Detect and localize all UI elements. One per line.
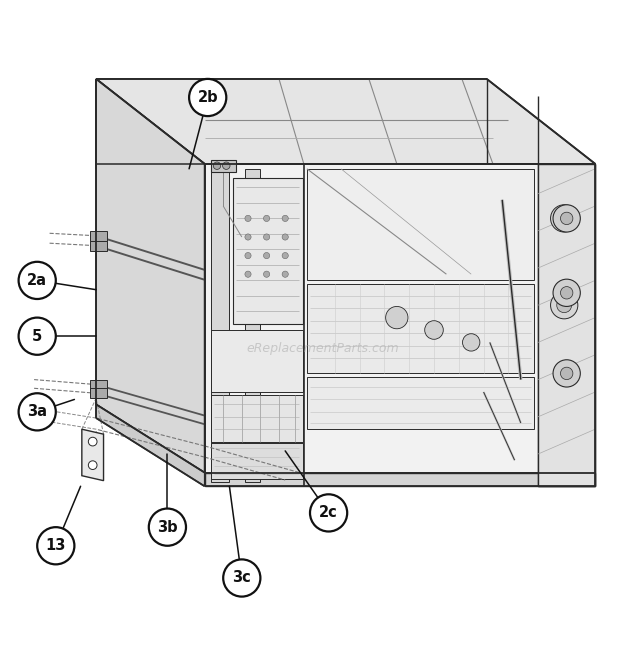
Polygon shape	[82, 429, 104, 480]
Circle shape	[245, 215, 251, 222]
Polygon shape	[307, 169, 534, 280]
Polygon shape	[205, 164, 595, 473]
Polygon shape	[538, 164, 595, 486]
Circle shape	[37, 527, 74, 564]
Circle shape	[557, 211, 572, 226]
Circle shape	[463, 334, 480, 351]
Polygon shape	[232, 178, 303, 324]
Circle shape	[89, 461, 97, 469]
Circle shape	[19, 317, 56, 355]
Text: 3a: 3a	[27, 405, 47, 419]
Circle shape	[245, 234, 251, 240]
Text: 13: 13	[46, 539, 66, 553]
Circle shape	[553, 360, 580, 387]
Text: 2a: 2a	[27, 273, 47, 288]
Circle shape	[245, 253, 251, 259]
Polygon shape	[205, 473, 595, 486]
Polygon shape	[245, 169, 260, 482]
Circle shape	[264, 234, 270, 240]
Circle shape	[213, 162, 221, 170]
Circle shape	[282, 253, 288, 259]
FancyBboxPatch shape	[90, 388, 107, 398]
Circle shape	[551, 205, 578, 232]
Text: eReplacementParts.com: eReplacementParts.com	[246, 342, 399, 355]
Polygon shape	[211, 443, 303, 478]
Polygon shape	[211, 169, 229, 482]
Polygon shape	[211, 330, 303, 392]
Circle shape	[425, 321, 443, 339]
Circle shape	[282, 215, 288, 222]
Polygon shape	[96, 79, 595, 164]
Text: 5: 5	[32, 329, 42, 344]
FancyBboxPatch shape	[90, 379, 107, 389]
Circle shape	[89, 438, 97, 446]
Circle shape	[189, 79, 226, 116]
Polygon shape	[96, 405, 205, 486]
Circle shape	[264, 215, 270, 222]
Polygon shape	[96, 79, 205, 473]
Circle shape	[223, 162, 230, 170]
Text: 3b: 3b	[157, 519, 178, 535]
Circle shape	[553, 205, 580, 232]
Polygon shape	[307, 376, 534, 429]
Circle shape	[282, 234, 288, 240]
Circle shape	[19, 393, 56, 430]
Circle shape	[386, 306, 408, 329]
Circle shape	[553, 279, 580, 306]
Polygon shape	[307, 284, 534, 374]
Circle shape	[310, 494, 347, 531]
Text: 3c: 3c	[232, 570, 251, 585]
Circle shape	[245, 271, 251, 277]
Circle shape	[557, 298, 572, 313]
Circle shape	[560, 286, 573, 299]
Circle shape	[149, 509, 186, 546]
Text: 2c: 2c	[319, 506, 338, 520]
Circle shape	[264, 253, 270, 259]
Circle shape	[560, 367, 573, 380]
Circle shape	[264, 271, 270, 277]
Text: 2b: 2b	[197, 90, 218, 105]
Circle shape	[19, 262, 56, 299]
Circle shape	[223, 560, 260, 597]
FancyBboxPatch shape	[90, 231, 107, 241]
Polygon shape	[211, 160, 236, 172]
Polygon shape	[538, 164, 595, 486]
FancyBboxPatch shape	[90, 241, 107, 251]
Circle shape	[551, 292, 578, 319]
Circle shape	[282, 271, 288, 277]
Polygon shape	[211, 395, 303, 442]
Circle shape	[560, 213, 573, 224]
